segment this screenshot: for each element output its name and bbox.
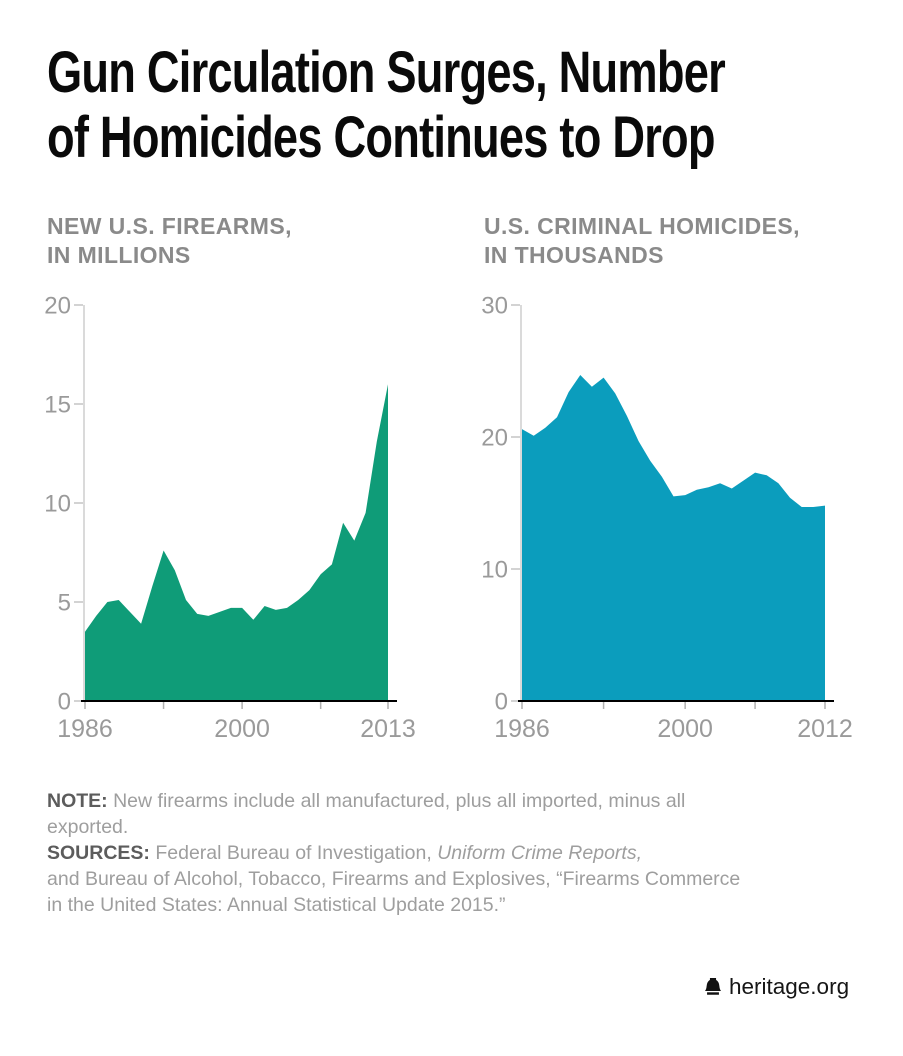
firearms-area-chart: 0 5 10 15 20 1986 2000 2013: [44, 292, 416, 743]
svg-text:1986: 1986: [57, 715, 113, 743]
homicides-chart-title-line-2: IN THOUSANDS: [484, 242, 664, 268]
brand-text: heritage.org: [729, 974, 850, 999]
svg-text:1986: 1986: [494, 715, 550, 743]
page-title: Gun Circulation Surges, Number of Homici…: [47, 40, 726, 170]
svg-text:30: 30: [481, 292, 508, 319]
svg-text:0: 0: [58, 688, 71, 715]
note-text: NOTE: New firearms include all manufactu…: [47, 790, 686, 838]
footnotes: NOTE: New firearms include all manufactu…: [47, 788, 759, 918]
svg-text:2000: 2000: [214, 715, 270, 743]
svg-text:2000: 2000: [657, 715, 713, 743]
svg-text:0: 0: [495, 688, 508, 715]
svg-text:15: 15: [44, 391, 71, 418]
sources-text: SOURCES: Federal Bureau of Investigation…: [47, 842, 741, 916]
homicides-area-chart: 0 10 20 30 1986 2000 2012: [481, 292, 853, 743]
svg-text:10: 10: [44, 490, 71, 517]
homicides-chart-title-line-1: U.S. CRIMINAL HOMICIDES,: [484, 213, 800, 239]
sources-italic-title: Uniform Crime Reports,: [437, 842, 642, 864]
firearms-chart-title-line-1: NEW U.S. FIREARMS,: [47, 213, 292, 239]
brand-footer: heritage.org: [704, 974, 849, 1000]
svg-text:10: 10: [481, 556, 508, 583]
svg-text:2012: 2012: [797, 715, 853, 743]
sources-label: SOURCES:: [47, 842, 150, 864]
firearms-chart-title-line-2: IN MILLIONS: [47, 242, 191, 268]
homicides-chart-title: U.S. CRIMINAL HOMICIDES, IN THOUSANDS: [484, 212, 800, 270]
svg-text:5: 5: [58, 589, 71, 616]
svg-text:20: 20: [481, 424, 508, 451]
svg-text:2013: 2013: [360, 715, 416, 743]
liberty-bell-icon: [704, 978, 722, 995]
svg-text:20: 20: [44, 292, 71, 319]
firearms-chart-title: NEW U.S. FIREARMS, IN MILLIONS: [47, 212, 292, 270]
title-line-2: of Homicides Continues to Drop: [47, 105, 716, 170]
note-label: NOTE:: [47, 790, 108, 812]
title-line-1: Gun Circulation Surges, Number: [47, 40, 726, 105]
